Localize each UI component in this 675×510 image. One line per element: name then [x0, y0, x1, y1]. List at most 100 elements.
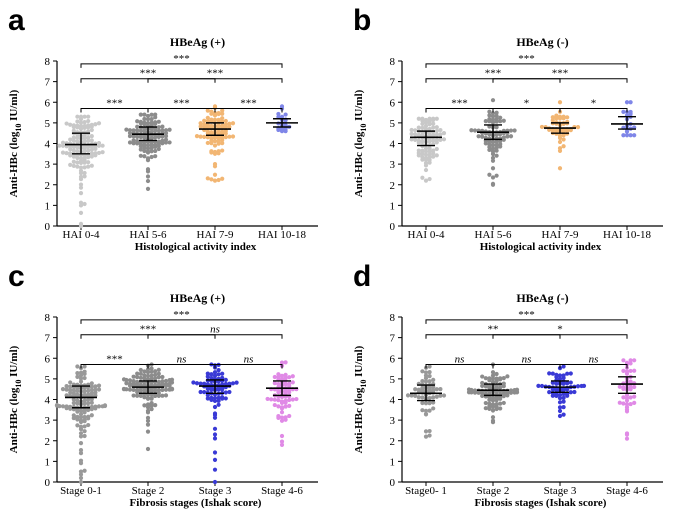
category-label: Stage 2	[132, 485, 165, 497]
data-point	[149, 373, 154, 378]
data-point	[205, 108, 210, 113]
data-point	[547, 390, 552, 395]
y-tick-label: 5	[45, 118, 51, 130]
data-point	[82, 398, 87, 403]
y-tick-label: 7	[45, 333, 51, 345]
data-point	[287, 375, 292, 380]
data-point	[75, 364, 80, 369]
data-point	[169, 386, 175, 391]
y-tick-label: 6	[45, 353, 51, 365]
data-point	[93, 404, 98, 409]
data-point	[89, 151, 94, 156]
data-point	[102, 403, 108, 408]
data-point	[490, 181, 496, 186]
y-tick-label: 4	[390, 139, 396, 151]
data-point	[209, 385, 214, 391]
data-point	[149, 129, 154, 135]
data-point	[628, 368, 633, 374]
data-point	[628, 358, 633, 363]
data-point	[494, 371, 499, 377]
y-tick-label: 4	[390, 395, 396, 407]
significance-label: ns	[455, 353, 465, 365]
data-point	[138, 112, 143, 117]
data-point	[216, 372, 221, 377]
data-point	[127, 381, 133, 386]
category-label: Stage 4-6	[261, 485, 303, 497]
data-point	[220, 371, 225, 376]
data-point	[71, 400, 76, 406]
data-point	[156, 375, 161, 380]
data-point	[420, 121, 425, 127]
data-point	[621, 401, 626, 406]
data-point	[423, 401, 429, 406]
data-point	[628, 100, 633, 105]
data-point	[75, 119, 80, 124]
y-tick-label: 1	[390, 456, 396, 468]
data-point	[78, 210, 84, 215]
data-point	[212, 149, 218, 155]
data-point	[494, 173, 499, 178]
data-point	[68, 380, 73, 385]
data-point	[135, 119, 140, 124]
data-point	[160, 124, 165, 129]
y-axis-label: Anti-HBc (log10 IU/ml)	[8, 345, 23, 453]
y-tick-label: 6	[390, 353, 396, 365]
data-point	[557, 405, 563, 410]
panel-letter: b	[353, 4, 371, 37]
data-point	[409, 127, 414, 133]
x-axis-label: Fibrosis stages (Ishak score)	[475, 497, 607, 509]
data-point	[64, 387, 69, 392]
data-point	[209, 395, 214, 400]
data-point	[75, 160, 80, 165]
data-point	[223, 390, 228, 395]
data-point	[490, 370, 496, 375]
data-point	[78, 165, 84, 170]
data-point	[212, 139, 218, 144]
data-point	[550, 371, 555, 376]
data-point	[156, 139, 161, 144]
data-point	[78, 379, 84, 384]
chart-panel-b: b HBeAg (-) 0 1 2 3 4 5 6 7 8 Anti-HBc (log10 IU/ml…	[353, 4, 663, 253]
data-point	[78, 431, 84, 436]
data-point	[628, 361, 633, 366]
data-point	[82, 170, 87, 176]
panel-letter: c	[8, 260, 25, 293]
data-point	[68, 151, 73, 156]
data-point	[71, 397, 76, 402]
data-point	[127, 128, 133, 133]
data-point	[145, 395, 151, 401]
data-point	[434, 387, 439, 392]
data-point	[617, 384, 622, 389]
data-point	[68, 384, 73, 389]
data-point	[624, 402, 630, 407]
data-point	[431, 148, 436, 153]
data-point	[78, 114, 84, 119]
data-point	[212, 104, 218, 109]
data-point	[561, 412, 566, 417]
data-point	[547, 371, 552, 376]
data-point	[420, 151, 425, 156]
data-point	[472, 388, 478, 393]
data-point	[78, 156, 84, 161]
data-point	[78, 469, 84, 474]
data-point	[82, 156, 87, 161]
y-tick-label: 1	[45, 456, 51, 468]
data-point	[205, 371, 210, 376]
data-point	[156, 391, 161, 396]
data-point	[279, 373, 285, 378]
significance-label: ***	[485, 68, 502, 80]
data-point	[230, 381, 236, 386]
data-point	[427, 139, 432, 144]
data-point	[145, 415, 151, 420]
data-point	[628, 385, 633, 390]
significance-bracket	[80, 78, 216, 83]
data-point	[82, 389, 87, 394]
data-point	[160, 374, 165, 380]
data-point	[283, 398, 288, 403]
data-point	[86, 135, 91, 140]
data-point	[434, 132, 439, 137]
data-point	[82, 375, 87, 381]
data-point	[145, 429, 151, 434]
data-point	[494, 139, 499, 144]
data-point	[423, 178, 429, 183]
